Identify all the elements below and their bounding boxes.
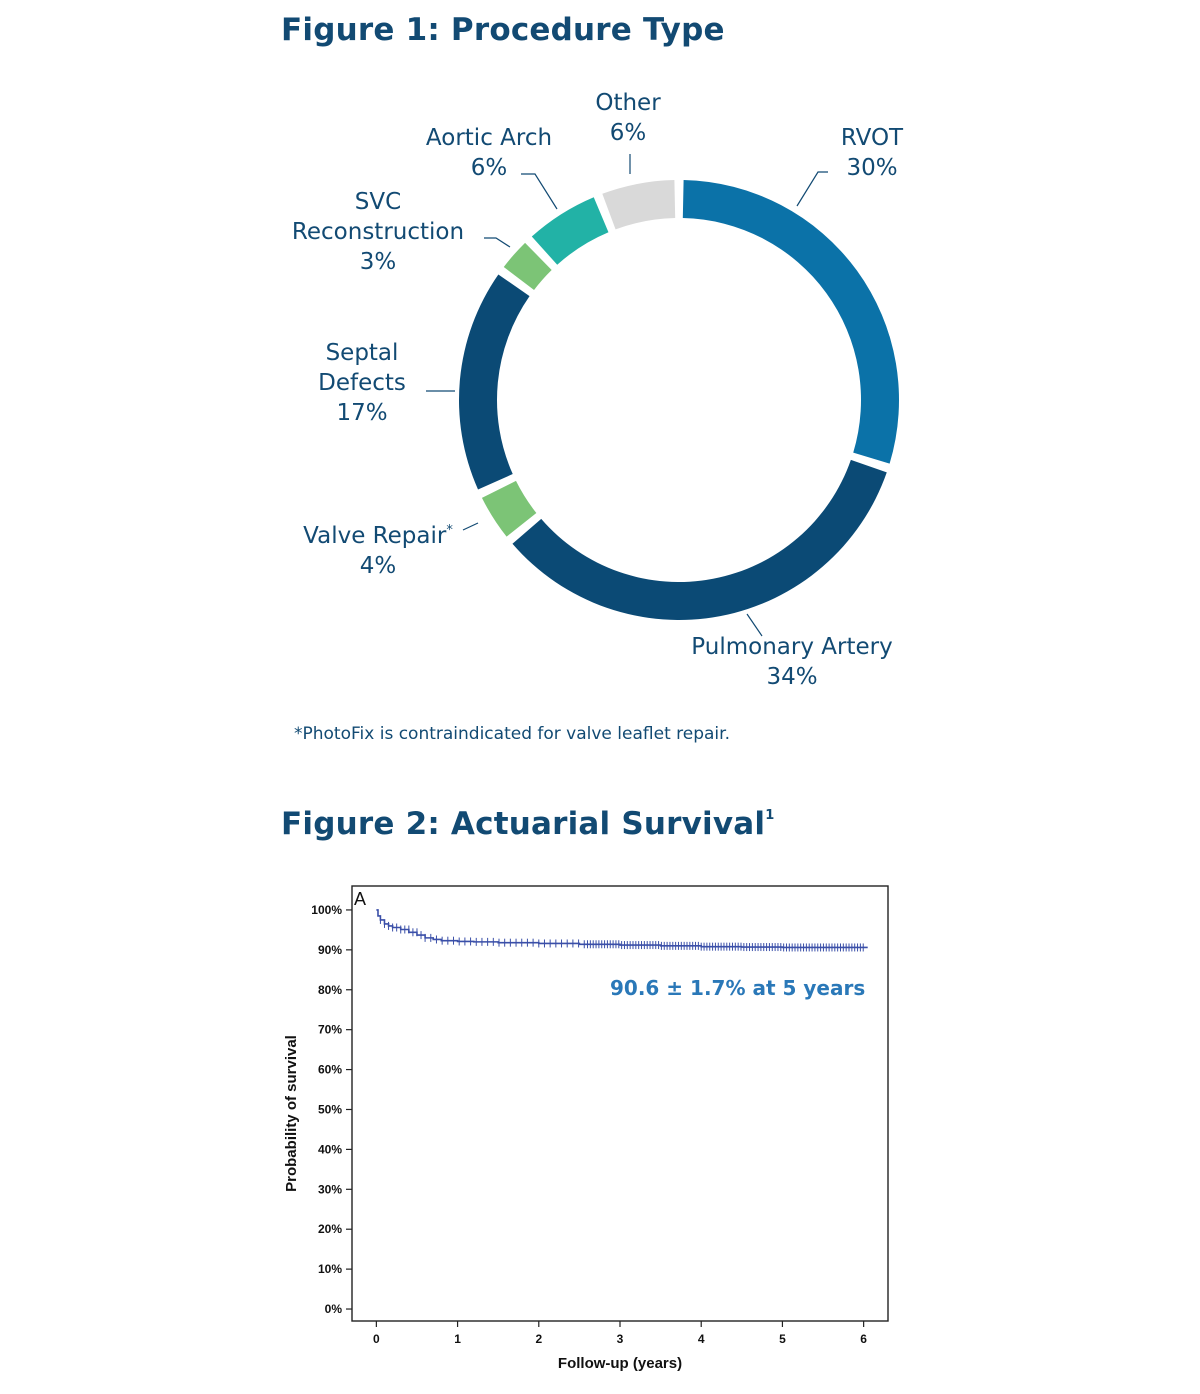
slice-label-line: Aortic Arch <box>426 125 552 151</box>
slice-label: Septal Defects 17% <box>318 340 406 426</box>
y-tick-label: 60% <box>318 1063 342 1077</box>
figure2-title: Figure 2: Actuarial Survival1 <box>281 806 774 842</box>
donut-slice <box>512 459 887 620</box>
x-axis-title: Follow-up (years) <box>558 1355 682 1372</box>
slice-label-line: Valve Repair <box>303 523 447 549</box>
donut-slice <box>682 180 899 464</box>
x-tick-label: 3 <box>617 1332 624 1346</box>
y-axis-title: Probability of survival <box>283 1035 300 1192</box>
y-tick-label: 20% <box>318 1222 342 1236</box>
y-tick-label: 80% <box>318 983 342 997</box>
slice-label-line: RVOT <box>841 125 904 151</box>
slice-label-line: 17% <box>336 400 387 426</box>
label-asterisk: * <box>446 523 453 538</box>
slice-label-line: Pulmonary Artery <box>691 634 892 660</box>
plot-frame <box>351 885 889 1322</box>
leader-line <box>462 522 479 531</box>
slice-label-line: 4% <box>360 553 397 579</box>
x-tick-label: 1 <box>454 1332 461 1346</box>
x-tick-label: 5 <box>779 1332 786 1346</box>
donut-chart: RVOT 30% Pulmonary Artery 34% Valve Repair* 4… <box>292 90 904 690</box>
donut-slice <box>481 480 537 537</box>
figure2-title-text: Figure 2: Actuarial Survival <box>281 806 766 842</box>
slice-label: Valve Repair* 4% <box>303 523 453 579</box>
donut-slice <box>503 242 552 290</box>
slice-label: Other 6% <box>595 90 661 146</box>
slice-label: RVOT 30% <box>841 125 904 181</box>
leader-line <box>746 613 763 637</box>
slice-label-line: 6% <box>471 155 508 181</box>
slice-label-line: Septal <box>326 340 399 366</box>
leader-line <box>484 237 511 248</box>
y-tick-label: 70% <box>318 1023 342 1037</box>
slice-label-line: 6% <box>610 120 647 146</box>
slice-label: SVC Reconstruction 3% <box>292 189 464 275</box>
y-tick-label: 100% <box>311 903 342 917</box>
slice-label-line: 34% <box>766 664 817 690</box>
y-tick-label: 0% <box>325 1302 343 1316</box>
x-tick-label: 2 <box>535 1332 542 1346</box>
x-tick-label: 4 <box>698 1332 705 1346</box>
slice-label-line: 3% <box>360 249 397 275</box>
slice-label-line: Other <box>595 90 661 116</box>
slice-label-line: 30% <box>846 155 897 181</box>
footnote: *PhotoFix is contraindicated for valve l… <box>294 724 730 744</box>
y-tick-label: 90% <box>318 943 342 957</box>
donut-slice <box>531 197 609 265</box>
x-tick-label: 0 <box>373 1332 380 1346</box>
leader-line <box>521 173 558 210</box>
leader-line <box>796 171 828 207</box>
donut-slice <box>458 274 530 490</box>
figure2-title-superscript: 1 <box>765 808 775 823</box>
y-tick-label: 50% <box>318 1102 342 1116</box>
y-tick-label: 10% <box>318 1262 342 1276</box>
panel-label: A <box>354 889 366 909</box>
y-tick-label: 30% <box>318 1182 342 1196</box>
figure1-title: Figure 1: Procedure Type <box>281 12 725 48</box>
y-tick-label: 40% <box>318 1142 342 1156</box>
x-tick-label: 6 <box>860 1332 867 1346</box>
slice-label-line: Reconstruction <box>292 219 464 245</box>
slice-label-line: SVC <box>355 189 401 215</box>
donut-slice <box>602 180 676 230</box>
survival-annotation: 90.6 ± 1.7% at 5 years <box>610 976 865 1000</box>
slice-label: Aortic Arch 6% <box>426 125 552 181</box>
slice-label-line: Defects <box>318 370 406 396</box>
slice-label: Pulmonary Artery 34% <box>691 634 892 690</box>
